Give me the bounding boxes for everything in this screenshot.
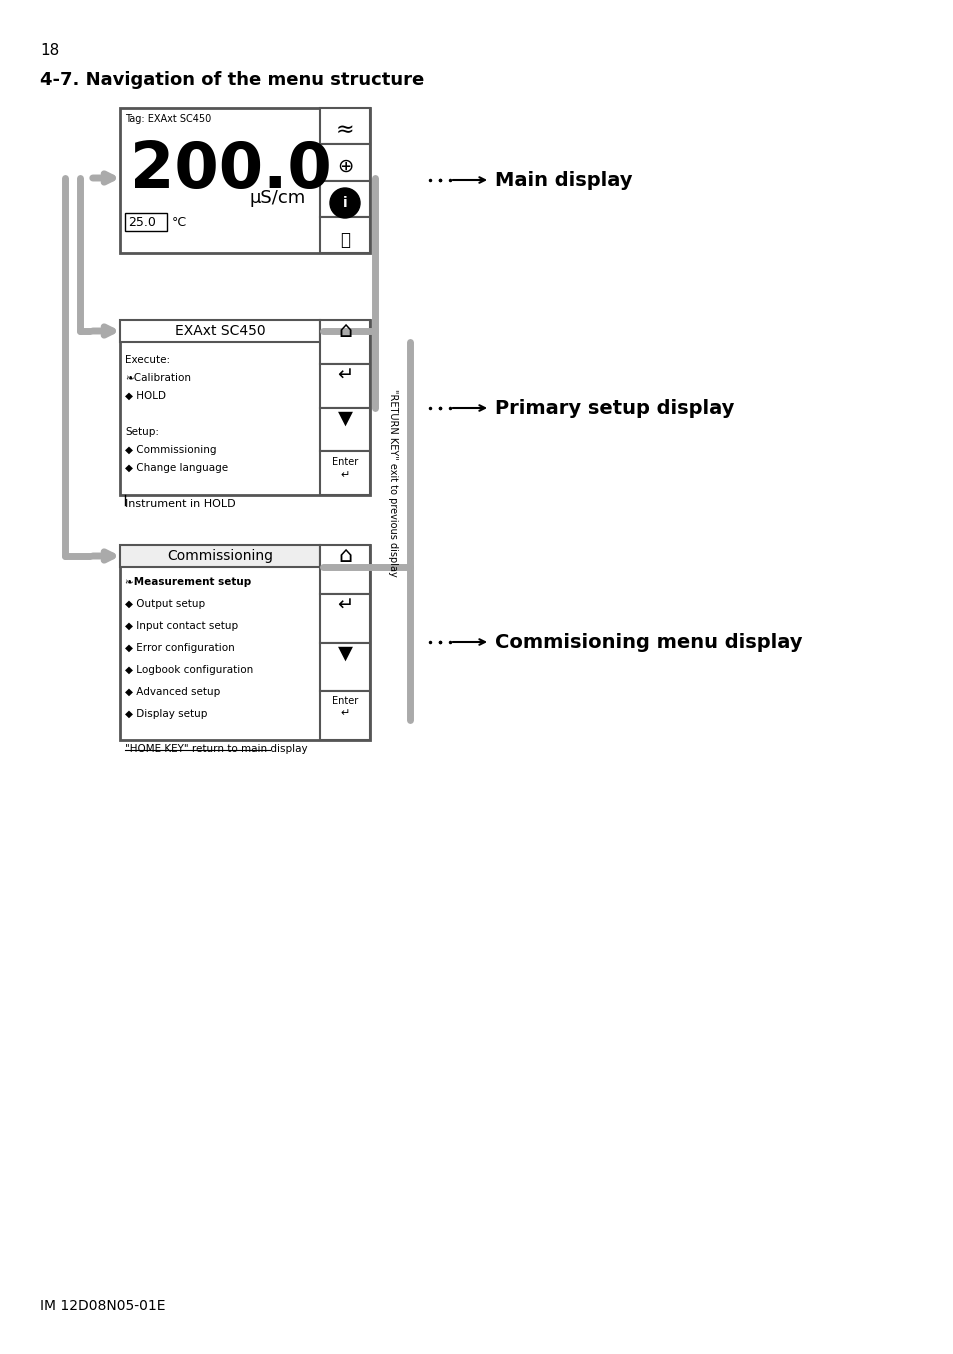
Text: Commisioning menu display: Commisioning menu display xyxy=(495,632,801,651)
Text: 18: 18 xyxy=(40,43,59,58)
FancyBboxPatch shape xyxy=(319,451,370,496)
Text: Setup:: Setup: xyxy=(125,427,159,437)
Circle shape xyxy=(330,188,359,218)
Text: ◆ Input contact setup: ◆ Input contact setup xyxy=(125,621,238,631)
Text: ◆ Change language: ◆ Change language xyxy=(125,463,228,473)
FancyBboxPatch shape xyxy=(319,546,370,594)
Text: ▼: ▼ xyxy=(337,643,352,662)
Text: ◆ Advanced setup: ◆ Advanced setup xyxy=(125,686,220,697)
Text: ◆ Logbook configuration: ◆ Logbook configuration xyxy=(125,665,253,676)
FancyBboxPatch shape xyxy=(319,108,370,145)
Text: ↵: ↵ xyxy=(340,708,350,718)
Text: ⌂: ⌂ xyxy=(337,546,352,566)
Text: 200.0: 200.0 xyxy=(130,139,332,200)
Text: ◆ Output setup: ◆ Output setup xyxy=(125,598,205,609)
Text: Enter: Enter xyxy=(332,696,357,705)
Text: ≈: ≈ xyxy=(335,121,354,139)
Text: ⊕: ⊕ xyxy=(336,157,353,176)
FancyBboxPatch shape xyxy=(125,213,167,232)
Text: ↵: ↵ xyxy=(336,596,353,615)
Text: ↵: ↵ xyxy=(336,366,353,385)
Text: Execute:: Execute: xyxy=(125,355,170,366)
Text: °C: °C xyxy=(172,217,187,229)
Text: ◆ Commissioning: ◆ Commissioning xyxy=(125,445,216,455)
FancyBboxPatch shape xyxy=(319,145,370,180)
Text: 4-7. Navigation of the menu structure: 4-7. Navigation of the menu structure xyxy=(40,70,424,89)
FancyBboxPatch shape xyxy=(120,546,319,567)
FancyBboxPatch shape xyxy=(319,364,370,408)
Text: Main display: Main display xyxy=(495,171,632,190)
Text: ⌂: ⌂ xyxy=(337,321,352,341)
Text: ◆ Error configuration: ◆ Error configuration xyxy=(125,643,234,653)
FancyBboxPatch shape xyxy=(319,692,370,741)
FancyBboxPatch shape xyxy=(319,408,370,451)
Text: ↵: ↵ xyxy=(340,470,350,481)
FancyBboxPatch shape xyxy=(319,217,370,253)
Text: μS/cm: μS/cm xyxy=(250,190,306,207)
Text: i: i xyxy=(342,196,347,210)
FancyBboxPatch shape xyxy=(120,320,370,496)
Text: Primary setup display: Primary setup display xyxy=(495,398,734,417)
FancyBboxPatch shape xyxy=(319,643,370,692)
FancyBboxPatch shape xyxy=(319,180,370,217)
Text: ◆ HOLD: ◆ HOLD xyxy=(125,391,166,401)
Text: ▼: ▼ xyxy=(337,409,352,428)
FancyBboxPatch shape xyxy=(120,546,370,741)
Text: ◆ Display setup: ◆ Display setup xyxy=(125,709,207,719)
Text: Commissioning: Commissioning xyxy=(167,548,273,563)
Text: EXAxt SC450: EXAxt SC450 xyxy=(174,324,265,338)
Text: "RETURN KEY" exit to previous display: "RETURN KEY" exit to previous display xyxy=(388,389,397,577)
Text: Instrument in HOLD: Instrument in HOLD xyxy=(125,500,235,509)
FancyBboxPatch shape xyxy=(319,594,370,643)
Text: 🔧: 🔧 xyxy=(339,232,350,249)
Text: Tag: EXAxt SC450: Tag: EXAxt SC450 xyxy=(125,114,211,125)
Text: "HOME KEY" return to main display: "HOME KEY" return to main display xyxy=(125,743,307,754)
Text: Enter: Enter xyxy=(332,458,357,467)
Text: 25.0: 25.0 xyxy=(128,217,155,229)
Text: ❧Measurement setup: ❧Measurement setup xyxy=(125,577,251,588)
FancyBboxPatch shape xyxy=(120,108,370,253)
Text: IM 12D08N05-01E: IM 12D08N05-01E xyxy=(40,1298,165,1313)
Text: ❧Calibration: ❧Calibration xyxy=(125,372,191,383)
FancyBboxPatch shape xyxy=(319,320,370,364)
FancyBboxPatch shape xyxy=(120,320,319,343)
